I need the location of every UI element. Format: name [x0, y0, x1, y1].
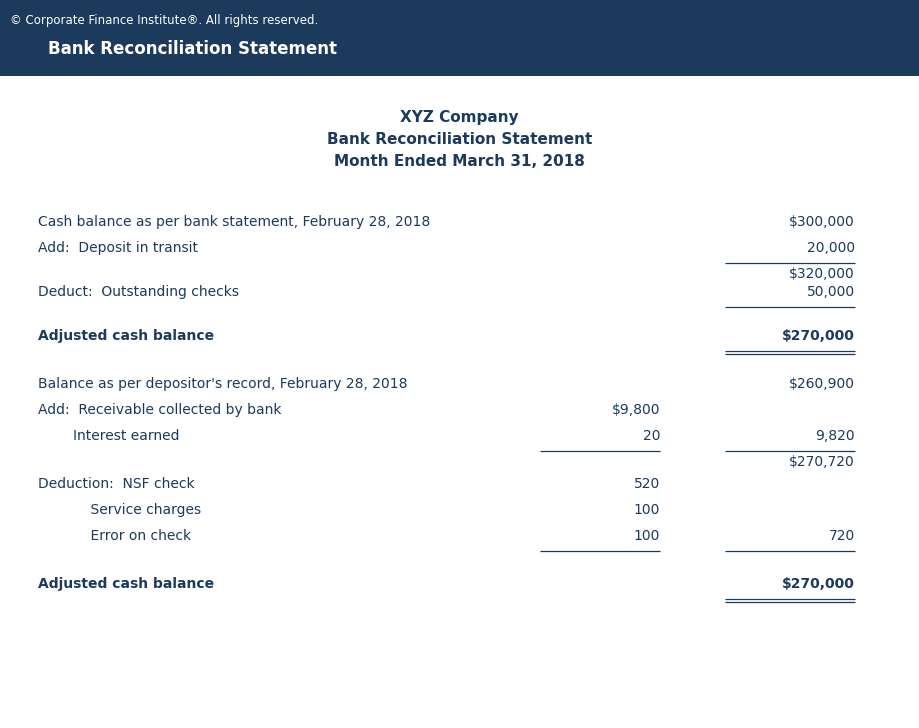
Text: 50,000: 50,000 — [807, 285, 855, 299]
Text: Interest earned: Interest earned — [38, 429, 179, 443]
Text: 100: 100 — [633, 529, 660, 543]
Text: $300,000: $300,000 — [789, 215, 855, 229]
Text: $320,000: $320,000 — [789, 267, 855, 281]
Text: Adjusted cash balance: Adjusted cash balance — [38, 329, 214, 343]
Text: $270,720: $270,720 — [789, 455, 855, 469]
Text: 100: 100 — [633, 503, 660, 517]
Text: Balance as per depositor's record, February 28, 2018: Balance as per depositor's record, Febru… — [38, 377, 407, 391]
Text: Add:  Deposit in transit: Add: Deposit in transit — [38, 241, 198, 255]
Text: 20,000: 20,000 — [807, 241, 855, 255]
Text: Month Ended March 31, 2018: Month Ended March 31, 2018 — [335, 154, 584, 169]
Text: $270,000: $270,000 — [782, 329, 855, 343]
Text: Service charges: Service charges — [38, 503, 201, 517]
Text: Cash balance as per bank statement, February 28, 2018: Cash balance as per bank statement, Febr… — [38, 215, 430, 229]
Text: Bank Reconciliation Statement: Bank Reconciliation Statement — [48, 40, 337, 58]
Text: Bank Reconciliation Statement: Bank Reconciliation Statement — [327, 132, 592, 147]
Text: $270,000: $270,000 — [782, 577, 855, 591]
Text: $9,800: $9,800 — [611, 403, 660, 417]
Text: © Corporate Finance Institute®. All rights reserved.: © Corporate Finance Institute®. All righ… — [10, 14, 318, 27]
Text: Deduct:  Outstanding checks: Deduct: Outstanding checks — [38, 285, 239, 299]
Text: Error on check: Error on check — [38, 529, 191, 543]
Text: 520: 520 — [634, 477, 660, 491]
Text: 20: 20 — [642, 429, 660, 443]
Text: Adjusted cash balance: Adjusted cash balance — [38, 577, 214, 591]
Bar — [0, 0, 919, 76]
Text: 9,820: 9,820 — [815, 429, 855, 443]
Text: 720: 720 — [829, 529, 855, 543]
Text: Add:  Receivable collected by bank: Add: Receivable collected by bank — [38, 403, 281, 417]
Text: $260,900: $260,900 — [789, 377, 855, 391]
Text: Deduction:  NSF check: Deduction: NSF check — [38, 477, 195, 491]
Text: XYZ Company: XYZ Company — [400, 110, 519, 125]
